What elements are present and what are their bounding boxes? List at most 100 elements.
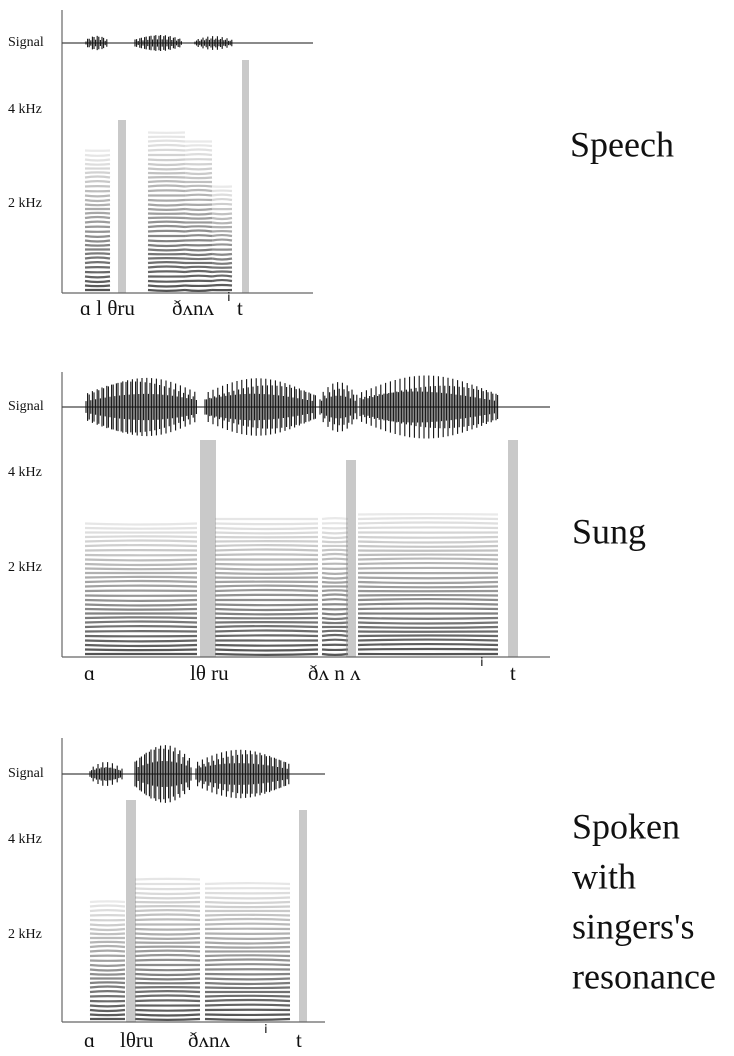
harmonic bbox=[212, 276, 232, 277]
harmonic bbox=[135, 991, 200, 992]
harmonic bbox=[85, 200, 110, 201]
harmonic bbox=[85, 177, 110, 178]
harmonic bbox=[358, 559, 498, 560]
harmonic bbox=[215, 533, 318, 534]
harmonic bbox=[85, 245, 110, 246]
panel-title: Speech bbox=[570, 124, 674, 164]
harmonic bbox=[212, 285, 232, 286]
noise-burst bbox=[346, 460, 356, 657]
harmonic bbox=[185, 145, 212, 146]
harmonic bbox=[85, 545, 197, 546]
harmonic bbox=[205, 1019, 290, 1020]
frequency-label: 4 kHz bbox=[8, 832, 42, 847]
harmonic bbox=[185, 276, 212, 277]
harmonic bbox=[322, 559, 348, 560]
harmonic bbox=[322, 599, 348, 600]
harmonic bbox=[85, 281, 110, 282]
harmonic bbox=[148, 150, 185, 151]
harmonic bbox=[90, 910, 125, 911]
harmonic bbox=[85, 172, 110, 173]
harmonic bbox=[215, 614, 318, 615]
harmonic bbox=[205, 919, 290, 920]
harmonic bbox=[322, 554, 348, 555]
harmonic bbox=[90, 929, 125, 930]
harmonic bbox=[135, 970, 200, 971]
frequency-label: 2 kHz bbox=[8, 927, 42, 942]
harmonic bbox=[185, 169, 212, 170]
harmonic bbox=[85, 262, 110, 263]
harmonic bbox=[322, 582, 348, 583]
panel-title: with bbox=[572, 856, 636, 896]
noise-burst bbox=[508, 440, 518, 657]
harmonic bbox=[135, 951, 200, 952]
harmonic bbox=[212, 199, 232, 200]
harmonic bbox=[185, 235, 212, 236]
harmonic bbox=[148, 245, 185, 246]
harmonic bbox=[85, 626, 197, 627]
harmonic bbox=[358, 623, 498, 624]
harmonic bbox=[215, 609, 318, 610]
harmonic bbox=[322, 518, 348, 519]
harmonic bbox=[358, 608, 498, 609]
phoneme-label: ⁱ bbox=[480, 654, 484, 678]
harmonic bbox=[185, 214, 212, 215]
harmonic bbox=[358, 604, 498, 605]
harmonic bbox=[212, 259, 232, 260]
phoneme-label: ðʌnʌ bbox=[188, 1028, 231, 1052]
harmonic bbox=[90, 901, 125, 902]
harmonic bbox=[358, 627, 498, 628]
harmonic bbox=[185, 271, 212, 272]
harmonic bbox=[358, 518, 498, 519]
phoneme-label: ⁱ bbox=[227, 289, 231, 313]
harmonic bbox=[205, 907, 290, 908]
harmonic bbox=[205, 902, 290, 903]
harmonic bbox=[205, 883, 290, 884]
harmonic bbox=[85, 258, 110, 259]
harmonic bbox=[85, 217, 110, 218]
signal-label: Signal bbox=[8, 35, 44, 50]
harmonic bbox=[85, 641, 197, 642]
harmonic bbox=[215, 564, 318, 565]
phoneme-label: t bbox=[510, 661, 516, 685]
harmonic bbox=[185, 150, 212, 151]
harmonic bbox=[358, 587, 498, 588]
harmonic bbox=[148, 231, 185, 232]
harmonic bbox=[185, 154, 212, 155]
phoneme-label: ɑ bbox=[84, 661, 95, 685]
harmonic bbox=[148, 281, 185, 282]
panel-title: Spoken bbox=[572, 806, 680, 846]
harmonic bbox=[205, 988, 290, 989]
harmonic bbox=[85, 609, 197, 610]
harmonic bbox=[148, 190, 185, 191]
harmonic bbox=[215, 654, 318, 655]
harmonic bbox=[85, 564, 197, 565]
noise-burst bbox=[242, 60, 249, 293]
harmonic bbox=[185, 226, 212, 227]
harmonic bbox=[212, 195, 232, 196]
harmonic bbox=[322, 595, 348, 596]
harmonic bbox=[358, 599, 498, 600]
harmonic bbox=[135, 1019, 200, 1020]
harmonic bbox=[205, 1000, 290, 1001]
harmonic bbox=[135, 915, 200, 916]
harmonic bbox=[148, 267, 185, 268]
harmonic bbox=[185, 218, 212, 219]
harmonic bbox=[85, 617, 197, 618]
panel-title: singers's bbox=[572, 906, 694, 946]
harmonic bbox=[90, 970, 125, 971]
harmonic bbox=[215, 650, 318, 651]
harmonic bbox=[215, 524, 318, 525]
harmonic bbox=[148, 226, 185, 227]
phoneme-label: t bbox=[296, 1028, 302, 1052]
harmonic bbox=[85, 524, 197, 525]
harmonic bbox=[215, 545, 318, 546]
harmonic bbox=[212, 244, 232, 245]
panel-title: resonance bbox=[572, 956, 716, 996]
harmonic bbox=[90, 965, 125, 966]
harmonic bbox=[148, 200, 185, 201]
harmonic bbox=[212, 254, 232, 255]
harmonic bbox=[135, 955, 200, 956]
harmonic bbox=[85, 577, 197, 578]
harmonic bbox=[85, 569, 197, 570]
harmonic bbox=[148, 145, 185, 146]
